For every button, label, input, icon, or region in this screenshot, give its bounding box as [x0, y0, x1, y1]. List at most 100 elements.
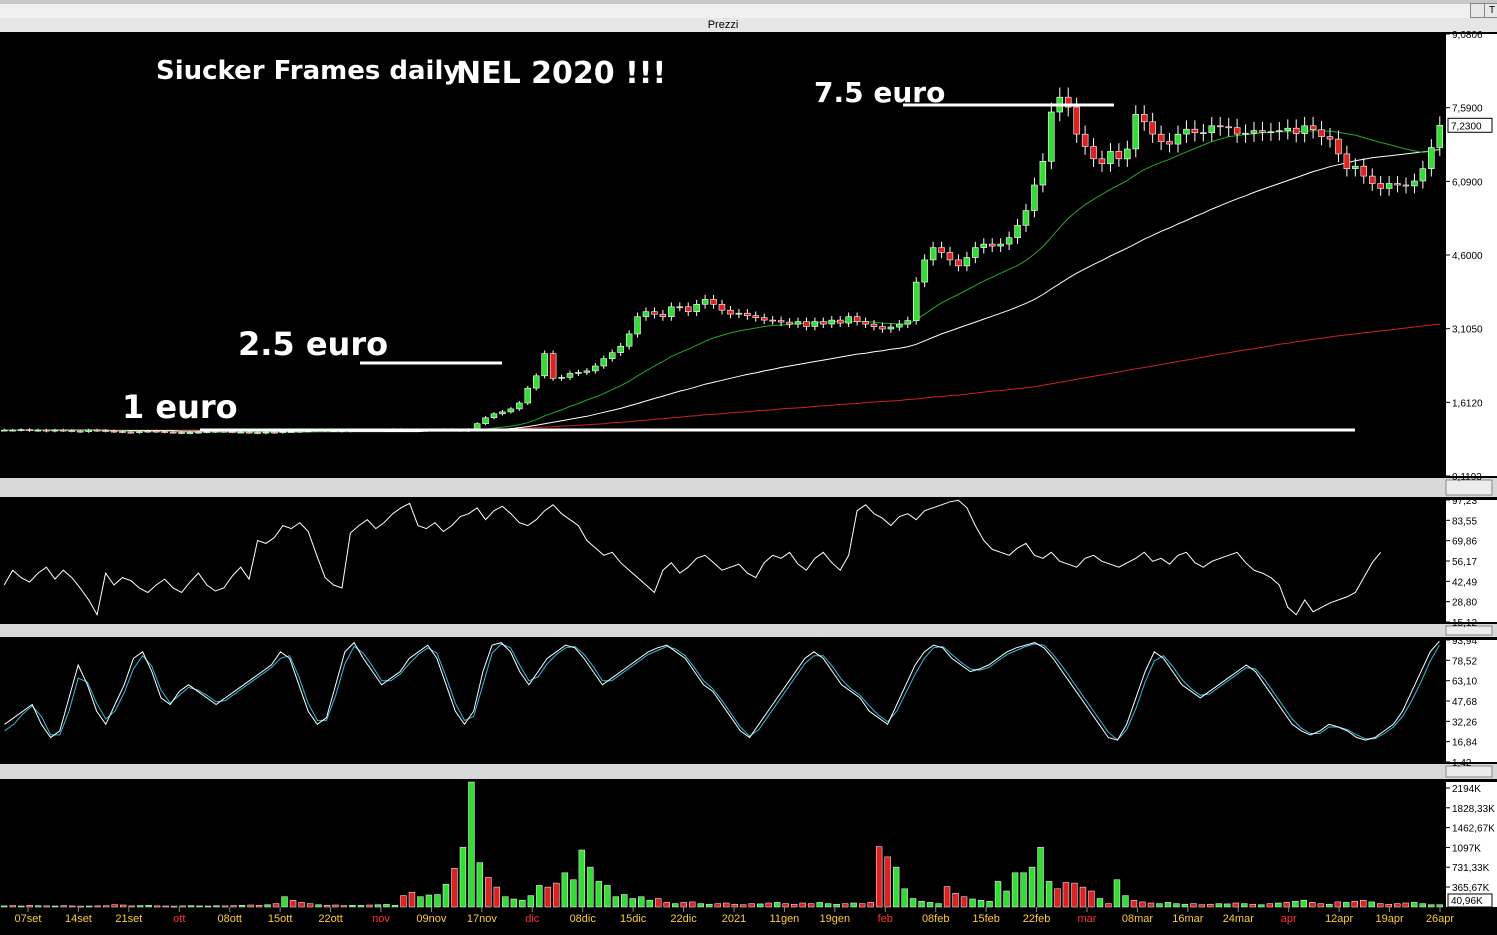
volume-bar — [77, 905, 84, 908]
stoch-axis-tick-label: 16,84 — [1452, 738, 1477, 749]
candle-body — [870, 323, 878, 327]
volume-bar — [1283, 902, 1291, 908]
candle-body — [1428, 147, 1435, 170]
volume-bar — [1215, 903, 1223, 908]
date-label: 07set — [15, 913, 42, 925]
candle-body — [955, 259, 962, 267]
volume-bar — [1198, 904, 1206, 908]
volume-bar — [570, 879, 577, 908]
volume-bar — [136, 905, 144, 908]
volume-bar — [1037, 846, 1044, 908]
volume-bar — [417, 896, 424, 908]
candle-body — [608, 352, 616, 359]
volume-bar — [272, 903, 280, 908]
volume-bar — [425, 894, 433, 908]
volume-bar — [714, 903, 721, 908]
volume-bar — [366, 904, 373, 908]
volume-bar — [765, 902, 772, 908]
stoch-axis-tick-label: 32,26 — [1452, 717, 1477, 728]
volume-bar — [476, 862, 484, 908]
candle-body — [1073, 106, 1080, 135]
date-label: 22ott — [318, 913, 342, 925]
stoch-axis-tick-label: 63,10 — [1452, 677, 1477, 688]
candle-body — [237, 431, 244, 434]
candle-body — [811, 321, 819, 327]
candle-body — [879, 326, 886, 330]
candle-body — [997, 243, 1004, 247]
annotation-title-b: NEL 2020 !!! — [456, 56, 667, 91]
candle-body — [1335, 138, 1342, 155]
candle-body — [1183, 128, 1190, 135]
volume-bar — [1326, 903, 1333, 908]
candle-body — [853, 316, 861, 322]
volume-bar — [782, 903, 789, 908]
sto-axis-panel — [1446, 640, 1497, 762]
volume-bar — [578, 849, 586, 908]
volume-bar — [18, 905, 25, 908]
volume-bar — [892, 866, 900, 908]
volume-bar — [561, 872, 569, 908]
volume-bar — [841, 903, 849, 908]
volume-bar — [646, 899, 653, 908]
volume-bar — [960, 896, 968, 908]
volume-bar — [1232, 902, 1240, 908]
volume-bar — [663, 902, 670, 908]
corner-button[interactable]: T — [1484, 3, 1497, 18]
volume-bar — [1062, 882, 1070, 908]
volume-bar — [196, 905, 203, 908]
candle-body — [803, 321, 810, 327]
candle-body — [169, 431, 177, 434]
price-axis-tick-label: 3,1050 — [1452, 325, 1483, 336]
osc-stoch-separator — [0, 624, 1497, 637]
candle-body — [524, 387, 531, 404]
candle-body — [735, 312, 743, 315]
candle-body — [1217, 125, 1224, 128]
volume-bar — [1105, 903, 1112, 908]
candle-body — [1107, 151, 1114, 164]
volume-bar — [1292, 901, 1299, 908]
candle-body — [718, 303, 726, 311]
date-label: feb — [878, 913, 893, 925]
volume-bar — [264, 904, 271, 908]
volume-axis-tick-label: 2194K — [1452, 784, 1481, 795]
candle-body — [1276, 130, 1283, 132]
volume-bar — [527, 895, 535, 908]
volume-bar — [918, 901, 925, 908]
volume-bar — [519, 899, 526, 908]
candle-body — [549, 353, 557, 379]
candle-body — [1360, 165, 1368, 177]
volume-bar — [374, 904, 382, 908]
candle-body — [43, 429, 50, 432]
volume-bar — [162, 905, 169, 908]
volume-bar — [1258, 904, 1265, 908]
candle-body — [110, 430, 118, 433]
osc-axis-tick-label: 69,86 — [1452, 537, 1477, 548]
volume-bar — [35, 905, 42, 908]
osc-axis-tick-label: 97,23 — [1452, 496, 1477, 507]
date-label: 08feb — [922, 913, 950, 925]
volume-bar — [1181, 903, 1189, 908]
volume-bar — [536, 885, 543, 908]
volume-bar — [1113, 879, 1121, 908]
date-label: 17nov — [467, 913, 497, 925]
volume-bar — [170, 905, 178, 908]
last-price-label: 7,2300 — [1451, 121, 1482, 132]
candle-body — [1048, 111, 1055, 162]
stoch-axis-tick-label: 78,52 — [1452, 656, 1477, 667]
volume-bar — [442, 883, 450, 908]
candle-body — [701, 299, 709, 305]
volume-bar — [51, 905, 59, 908]
candle-body — [1436, 125, 1444, 148]
volume-bar — [468, 781, 475, 908]
volume-bar — [1249, 903, 1257, 908]
volume-bar — [731, 903, 738, 908]
volume-bar — [612, 896, 620, 908]
candle-body — [254, 432, 261, 434]
volume-bar — [111, 904, 118, 908]
date-label: 15dic — [620, 913, 647, 925]
candle-body — [980, 243, 987, 248]
volume-bar — [434, 894, 441, 908]
volume-bar — [1147, 902, 1155, 908]
volume-bar — [306, 903, 314, 908]
price-osc-separator — [0, 478, 1497, 497]
